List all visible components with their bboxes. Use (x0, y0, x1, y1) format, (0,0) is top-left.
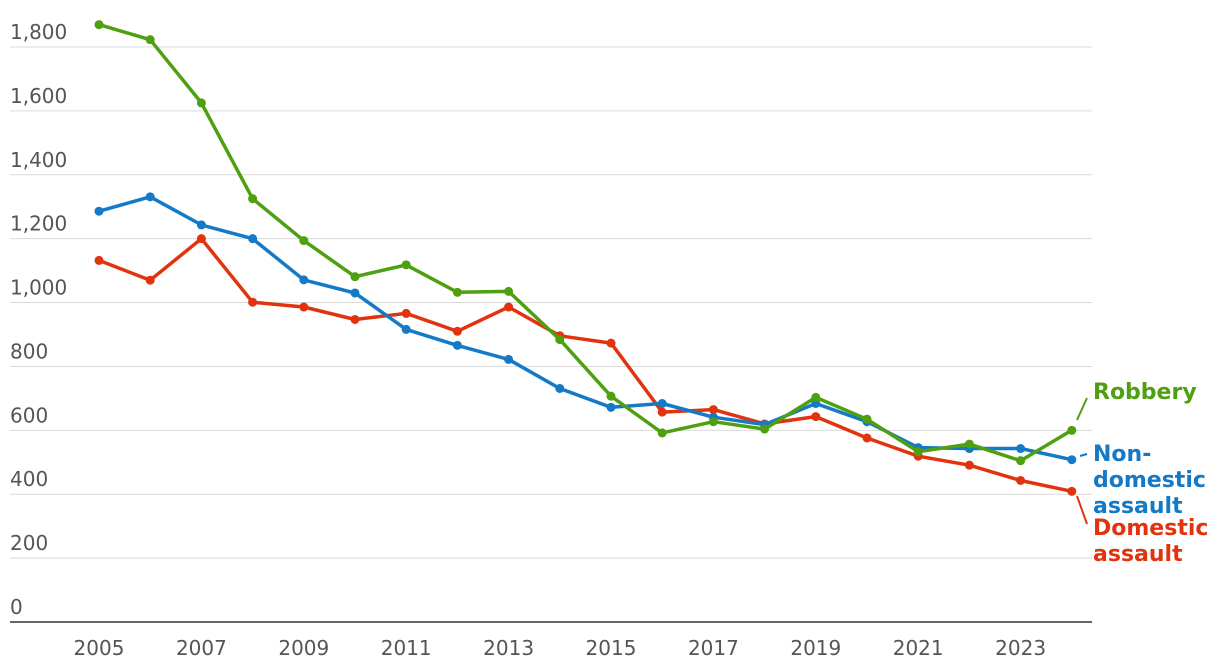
data-point (145, 275, 155, 285)
series-line-2 (97, 236, 1074, 494)
data-point (657, 428, 667, 438)
data-point (196, 98, 206, 108)
x-tick-label: 2011 (381, 636, 432, 660)
data-point (606, 338, 616, 348)
y-tick-label: 200 (10, 531, 48, 555)
data-point (1016, 456, 1026, 466)
series-label: domestic (1093, 468, 1206, 493)
data-point (452, 326, 462, 336)
series-label: Domestic (1093, 516, 1208, 541)
data-point (452, 287, 462, 297)
data-point (299, 302, 309, 312)
data-point (811, 392, 821, 402)
y-tick-label: 400 (10, 467, 48, 491)
y-tick-label: 600 (10, 403, 48, 427)
data-point (248, 234, 258, 244)
data-point (606, 391, 616, 401)
y-tick-label: 1,600 (10, 84, 67, 108)
data-point (248, 194, 258, 204)
y-tick-label: 1,200 (10, 212, 67, 236)
series-label: Non- (1093, 442, 1151, 467)
x-tick-label: 2017 (688, 636, 739, 660)
series-label: Robbery (1093, 380, 1197, 405)
data-point (145, 35, 155, 45)
data-point (1016, 444, 1026, 454)
label-leader-line (1079, 453, 1088, 457)
y-tick-label: 1,000 (10, 276, 67, 300)
data-point (401, 324, 411, 334)
x-tick-label: 2009 (278, 636, 329, 660)
data-point (1067, 486, 1077, 496)
series-line-0 (97, 22, 1074, 463)
data-point (760, 424, 770, 434)
series-label: assault (1093, 494, 1183, 519)
x-tick-label: 2013 (483, 636, 534, 660)
series-label: assault (1093, 542, 1183, 567)
data-point (555, 335, 565, 345)
data-point (350, 288, 360, 298)
y-tick-label: 1,800 (10, 20, 67, 44)
data-point (248, 297, 258, 307)
data-point (504, 286, 514, 296)
data-point (964, 460, 974, 470)
data-point (504, 302, 514, 312)
x-tick-label: 2005 (74, 636, 125, 660)
data-point (1067, 455, 1077, 465)
x-tick-label: 2023 (995, 636, 1046, 660)
data-point (94, 255, 104, 265)
label-leader-line (1076, 495, 1088, 525)
series-line-1 (97, 195, 1074, 462)
data-point (657, 407, 667, 417)
y-tick-label: 0 (10, 595, 23, 619)
x-tick-label: 2019 (790, 636, 841, 660)
data-point (811, 412, 821, 422)
y-tick-label: 1,400 (10, 148, 67, 172)
data-point (913, 447, 923, 457)
data-point (299, 275, 309, 285)
data-point (145, 192, 155, 202)
data-point (94, 206, 104, 216)
data-point (350, 314, 360, 324)
data-point (862, 414, 872, 424)
data-point (555, 383, 565, 393)
data-point (606, 402, 616, 412)
x-tick-label: 2021 (893, 636, 944, 660)
data-point (1067, 425, 1077, 435)
data-point (964, 439, 974, 449)
data-point (196, 234, 206, 244)
data-point (708, 417, 718, 427)
data-point (708, 405, 718, 415)
data-point (401, 308, 411, 318)
data-point (504, 354, 514, 364)
data-point (196, 220, 206, 230)
data-point (862, 433, 872, 443)
label-leader-line (1076, 397, 1088, 421)
y-tick-label: 800 (10, 339, 48, 363)
data-point (401, 260, 411, 270)
data-point (657, 399, 667, 408)
data-point (452, 340, 462, 350)
x-tick-label: 2015 (586, 636, 637, 660)
data-point (94, 20, 104, 30)
data-point (1016, 475, 1026, 485)
data-point (350, 272, 360, 282)
data-point (299, 236, 309, 246)
x-tick-label: 2007 (176, 636, 227, 660)
